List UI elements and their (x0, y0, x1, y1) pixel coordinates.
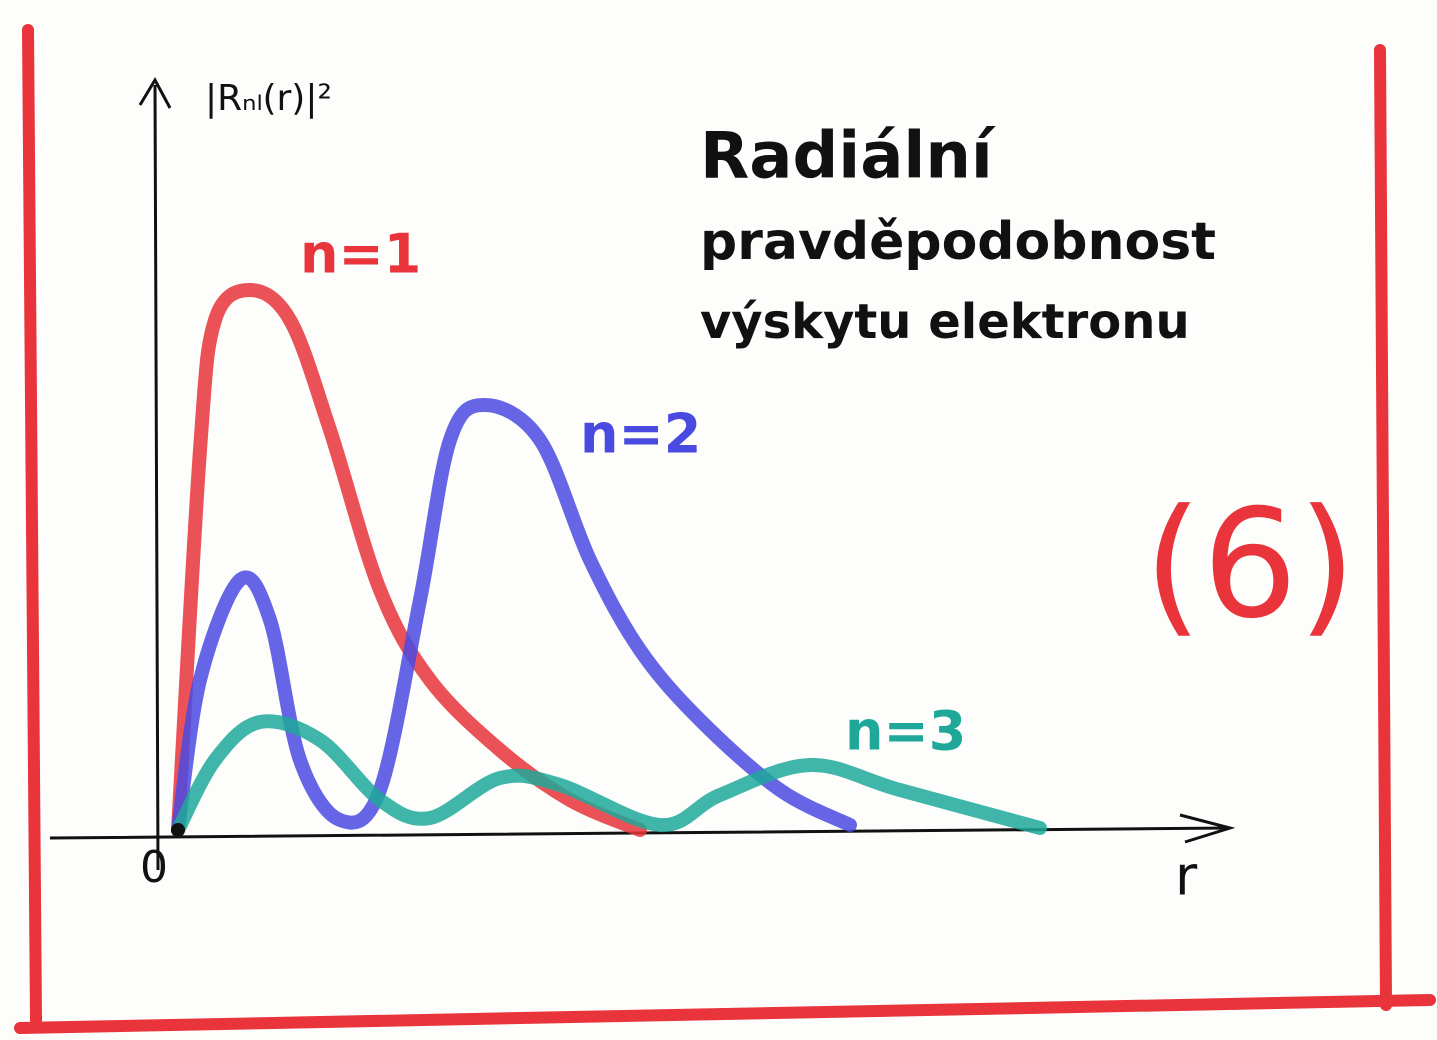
origin-label: 0 (140, 842, 168, 893)
origin-dot (171, 823, 185, 837)
x-axis-label: r (1175, 845, 1198, 908)
title-line: výskytu elektronu (700, 294, 1190, 350)
title-line: Radiální (700, 120, 996, 194)
page: |Rₙₗ(r)|² r 0 Radiální pravděpodobnost v… (0, 0, 1437, 1040)
series-line (178, 290, 640, 830)
chart: |Rₙₗ(r)|² r 0 Radiální pravděpodobnost v… (0, 0, 1437, 1040)
series-label: n=1 (300, 223, 421, 286)
figure-label: (6) (1144, 478, 1356, 652)
series-label: n=3 (845, 700, 966, 763)
frame-left (28, 30, 36, 1020)
title-line: pravděpodobnost (700, 212, 1216, 272)
y-axis-label: |Rₙₗ(r)|² (205, 78, 332, 119)
y-axis (140, 80, 170, 870)
frame-bottom (20, 1000, 1430, 1028)
frame-right (1380, 50, 1386, 1005)
series-label: n=2 (580, 403, 701, 466)
